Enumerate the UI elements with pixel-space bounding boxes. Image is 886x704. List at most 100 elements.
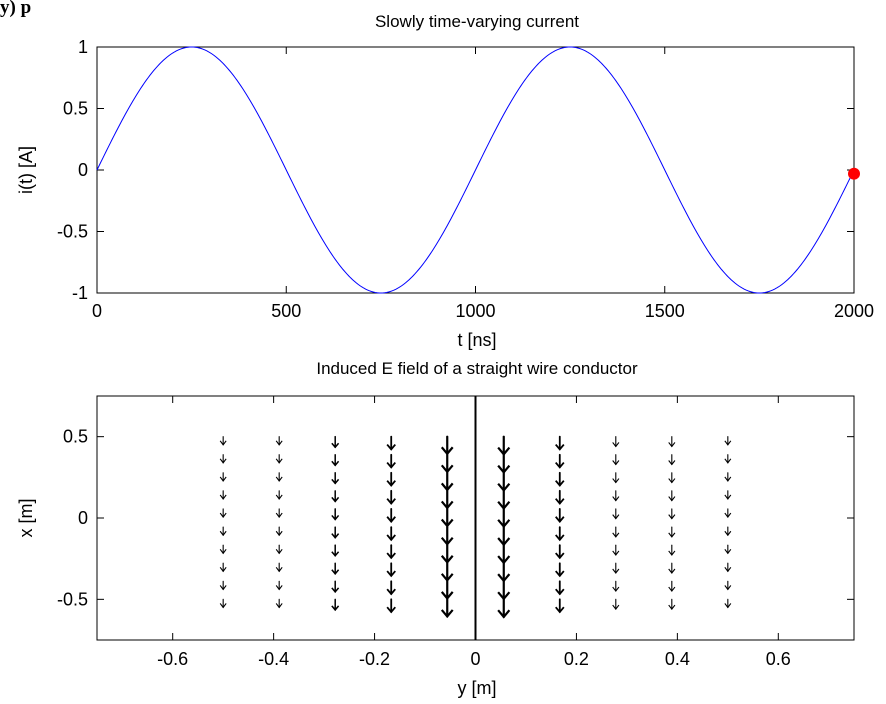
efield-arrow-head — [386, 552, 396, 560]
efield-arrows — [219, 435, 732, 619]
efield-arrow-head — [612, 568, 620, 574]
efield-arrow-head — [555, 534, 565, 542]
efield-arrow — [275, 436, 283, 446]
efield-arrow-head — [668, 532, 676, 538]
chart1-x-ticks: 0 500 1000 1500 2000 — [92, 47, 874, 321]
efield-arrow — [386, 453, 396, 469]
efield-arrow — [668, 436, 676, 448]
efield-arrow-head — [386, 480, 396, 487]
efield-arrow — [386, 526, 396, 542]
chart1-x-tick-label: 2000 — [834, 301, 874, 321]
efield-arrow — [219, 508, 227, 518]
efield-arrow-head — [612, 460, 620, 466]
efield-arrow-head — [668, 442, 676, 448]
efield-arrow-head — [612, 478, 620, 484]
efield-arrow-head — [386, 606, 396, 614]
chart1-x-tick-label: 500 — [271, 301, 301, 321]
efield-arrow — [386, 562, 396, 578]
efield-arrow-head — [555, 606, 565, 614]
efield-arrow-head — [724, 567, 732, 573]
efield-arrow — [275, 562, 283, 573]
efield-arrow — [724, 562, 732, 573]
efield-arrow — [612, 526, 620, 538]
efield-arrow — [555, 526, 565, 542]
efield-arrow — [612, 436, 620, 448]
efield-arrow-head — [612, 442, 620, 448]
efield-arrow — [724, 490, 732, 500]
efield-arrow-head — [668, 478, 676, 484]
efield-arrow-head — [555, 570, 565, 578]
efield-arrow-head — [724, 530, 732, 537]
current-time-marker — [848, 167, 860, 180]
efield-arrow — [612, 562, 620, 574]
efield-arrow-head — [386, 588, 396, 596]
efield-arrow — [668, 472, 676, 484]
chart1-x-tick-label: 1000 — [455, 301, 495, 321]
efield-arrow-head — [219, 567, 227, 573]
chart1-y-tick-label: -1 — [72, 283, 88, 303]
efield-arrow — [331, 490, 340, 503]
efield-arrow-head — [219, 548, 227, 555]
efield-arrow-head — [668, 568, 676, 574]
efield-arrow — [555, 562, 565, 578]
efield-arrow — [668, 508, 676, 520]
efield-arrow-head — [612, 550, 620, 556]
efield-arrow — [275, 544, 283, 555]
efield-arrow — [555, 471, 565, 487]
efield-arrow — [275, 580, 283, 591]
chart1-y-tick-label: -0.5 — [57, 222, 88, 242]
chart1-y-tick-label: 1 — [78, 37, 88, 57]
efield-arrow — [386, 471, 396, 487]
efield-arrow-head — [219, 476, 227, 482]
efield-arrow — [275, 526, 283, 537]
efield-arrow — [612, 544, 620, 556]
efield-arrow — [555, 489, 565, 505]
chart2-x-label: y [m] — [458, 678, 497, 698]
efield-arrow — [668, 526, 676, 538]
current-chart: Slowly time-varying current 0 500 1000 1500… — [16, 12, 874, 350]
chart2-y-ticks: 0.5 0 -0.5 — [57, 427, 854, 609]
efield-arrow-head — [555, 516, 565, 523]
efield-arrow — [668, 580, 676, 592]
efield-arrow — [612, 598, 620, 610]
current-series-line — [96, 46, 855, 294]
efield-arrow-head — [612, 586, 620, 592]
efield-arrow-head — [386, 498, 396, 505]
efield-arrow — [612, 454, 620, 466]
efield-arrow-head — [612, 496, 620, 502]
efield-arrow-head — [331, 605, 340, 612]
efield-arrow — [724, 544, 732, 555]
efield-arrow-head — [331, 551, 340, 557]
efield-arrow — [555, 598, 565, 614]
efield-arrow — [275, 598, 283, 609]
efield-arrow-head — [386, 516, 396, 523]
efield-arrow — [668, 490, 676, 502]
chart1-x-tick-label: 1500 — [645, 301, 685, 321]
efield-arrow — [219, 436, 227, 446]
efield-arrow-head — [555, 443, 565, 451]
efield-arrow — [612, 580, 620, 592]
efield-arrow-head — [219, 440, 227, 446]
efield-arrow-head — [275, 567, 283, 573]
chart2-x-tick-label: 0.4 — [665, 649, 690, 669]
efield-arrow-head — [331, 533, 340, 539]
chart1-y-tick-label: 0.5 — [63, 99, 88, 119]
chart2-y-label: x [m] — [16, 499, 36, 538]
efield-arrow — [497, 598, 511, 619]
chart2-x-tick-label: 0.2 — [564, 649, 589, 669]
efield-arrow-head — [724, 512, 732, 518]
efield-arrow-head — [219, 458, 227, 464]
efield-arrow-head — [386, 462, 396, 469]
chart2-x-ticks: -0.6 -0.4 -0.2 0 0.2 0.4 0.6 — [157, 396, 791, 669]
efield-arrow-head — [331, 514, 340, 521]
efield-arrow-head — [331, 460, 340, 467]
efield-arrow-head — [555, 480, 565, 487]
efield-arrow — [555, 453, 565, 469]
efield-arrow — [724, 472, 732, 482]
efield-arrow-head — [275, 603, 283, 609]
chart1-y-ticks: 1 0.5 0 -0.5 -1 — [57, 37, 854, 303]
efield-arrow — [386, 598, 396, 614]
chart1-title: Slowly time-varying current — [375, 12, 579, 31]
efield-arrow-head — [497, 609, 511, 619]
efield-arrow-head — [219, 585, 227, 591]
